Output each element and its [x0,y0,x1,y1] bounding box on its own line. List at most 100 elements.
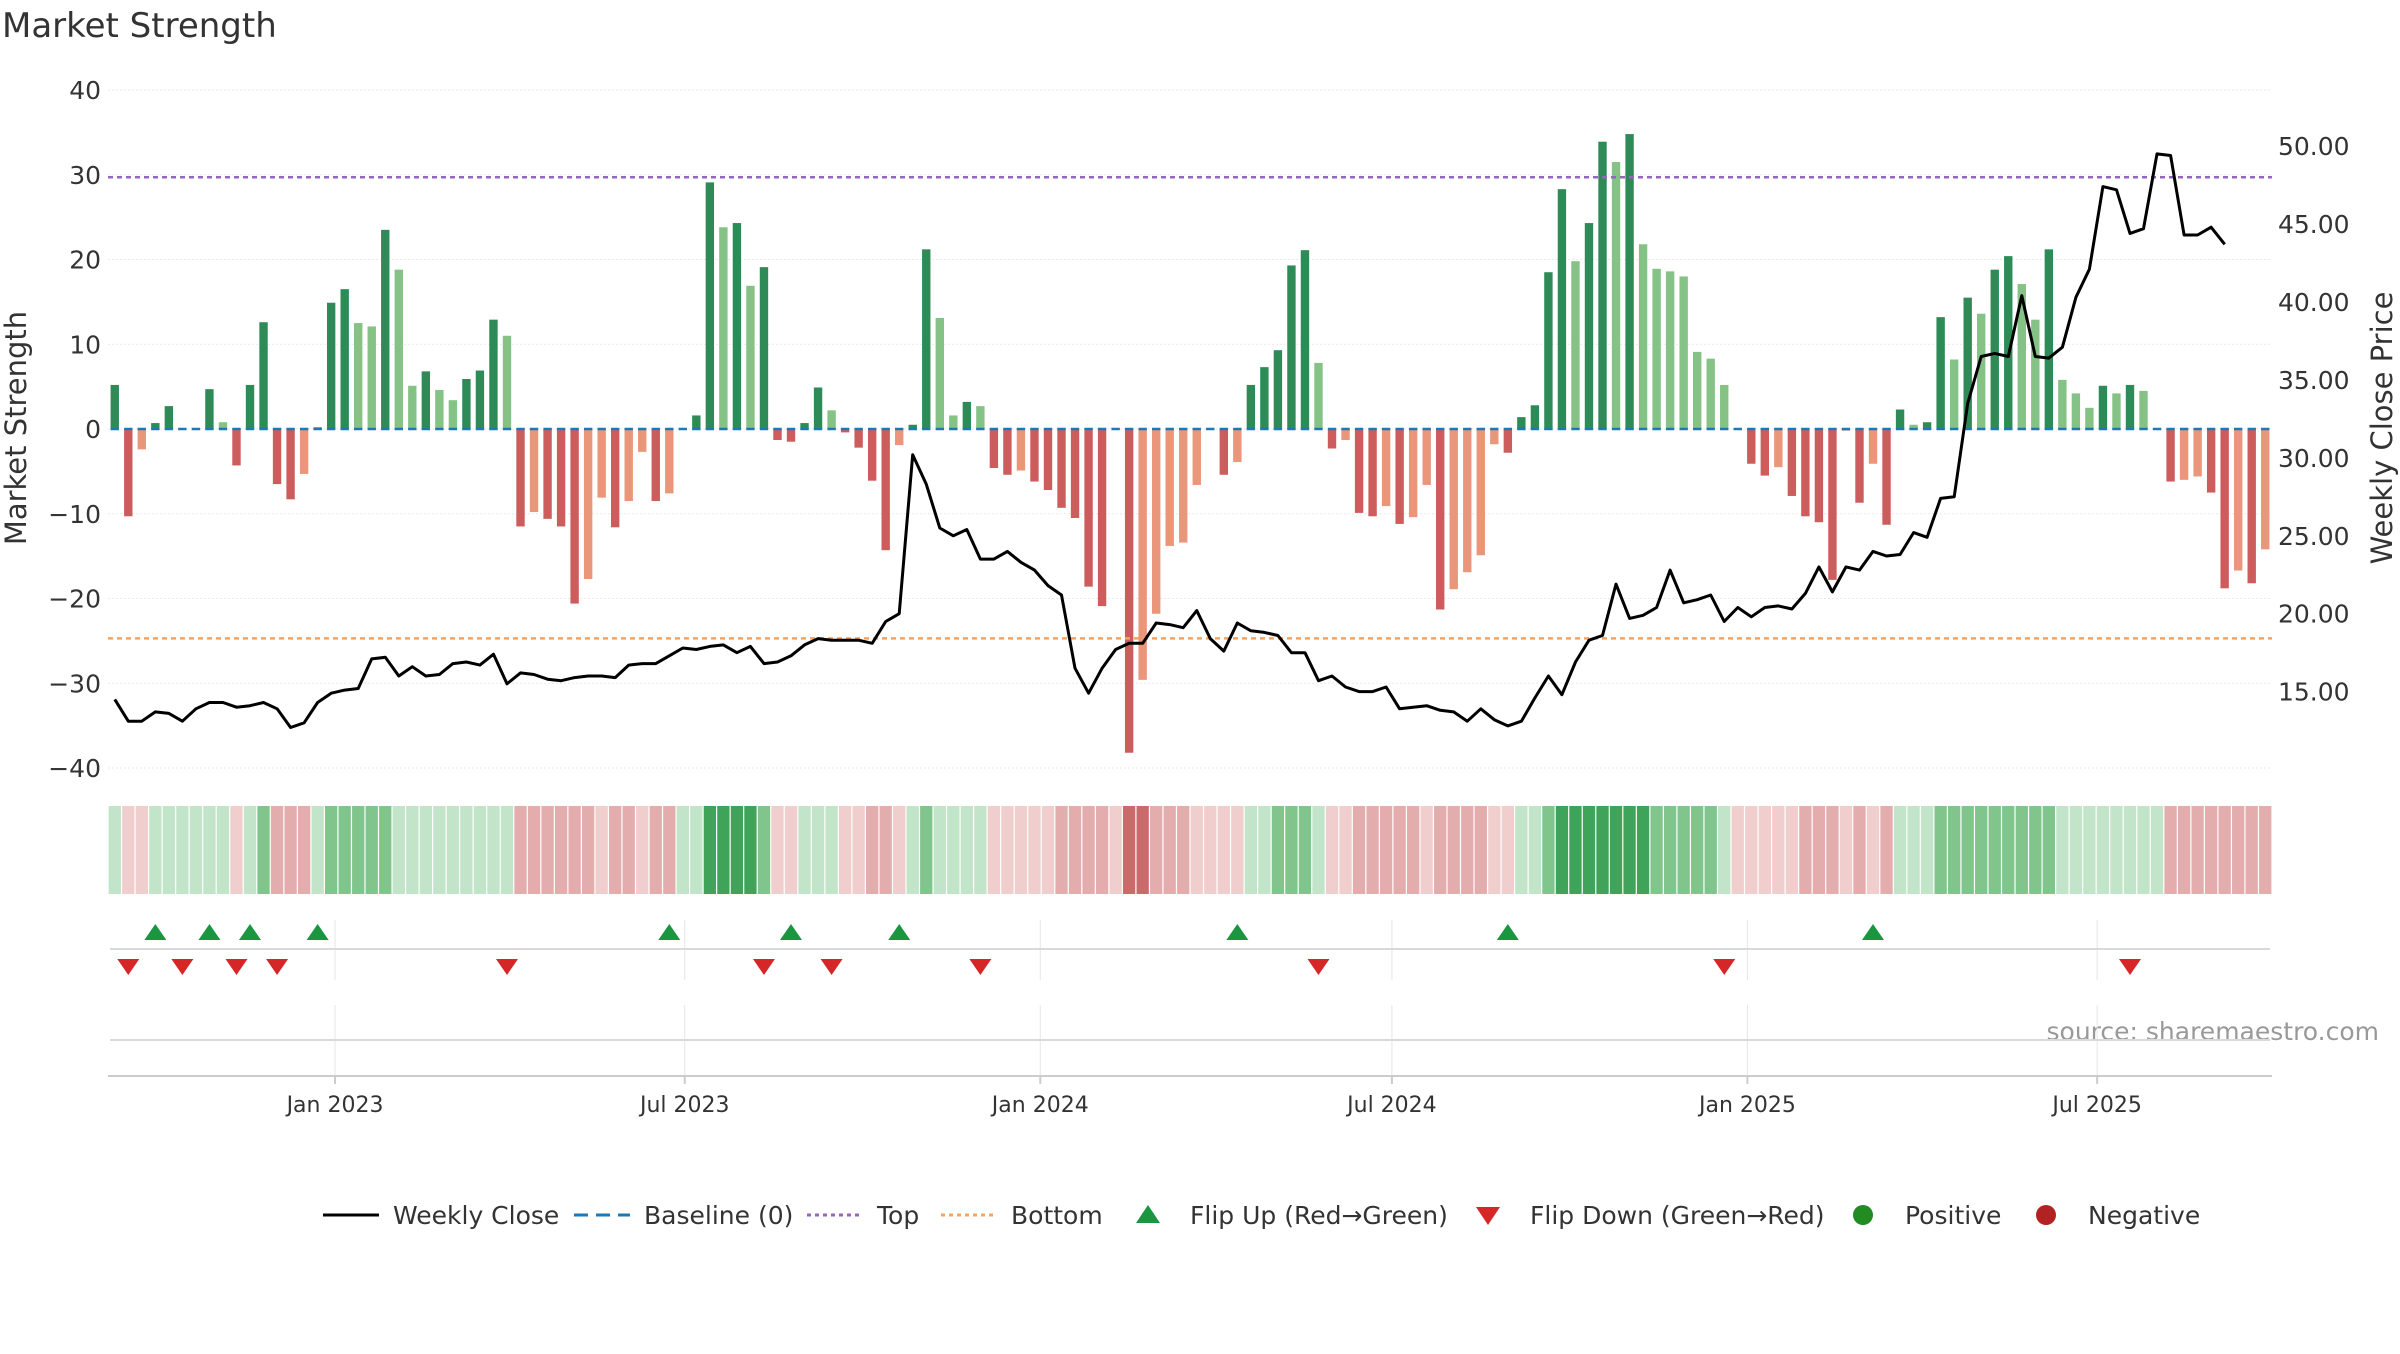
strength-bar [381,229,390,429]
reference-lines-layer [108,176,2272,640]
regime-cell [1217,806,1230,894]
regime-cell [1663,806,1677,894]
regime-cell [122,806,135,894]
legend-label: Weekly Close [393,1201,559,1230]
strength-bar [597,429,606,498]
regime-cell [622,806,635,894]
y-left-tick-label: 20 [69,246,101,275]
strength-bar [1043,429,1053,491]
regime-cell [392,806,405,894]
x-tick-label: Jan 2023 [285,1093,384,1118]
legend-label: Flip Down (Green→Red) [1530,1201,1825,1230]
regime-cell [1934,806,1947,894]
strength-bar [638,429,647,452]
regime-cell [852,806,865,894]
strength-bar [719,227,728,429]
strength-bar [1368,429,1377,517]
regime-cell [1339,806,1352,894]
flip-up-marker [144,924,167,940]
regime-cell [203,806,216,894]
regime-cell [2218,806,2231,894]
strength-bar [1314,362,1323,429]
strength-bar [1192,429,1201,485]
strength-bar [205,389,214,429]
strength-bar [1625,134,1634,429]
y-left-tick-label: −30 [48,669,101,698]
regime-cell [1677,806,1690,894]
regime-cell [1555,806,1569,894]
y-left-tick-label: 30 [69,161,101,190]
strength-bar [2247,429,2256,584]
flip-down-marker [752,959,775,975]
strength-bar [2098,385,2108,429]
regime-cell [987,806,1001,894]
strength-bar [448,400,458,429]
strength-bar [299,429,309,474]
regime-cell [866,806,879,894]
regime-cell [541,806,554,894]
strength-bar [1895,409,1905,429]
strength-bar [2017,284,2026,429]
regime-cell [1542,806,1555,894]
strength-bar [259,322,268,429]
strength-bar [2179,429,2189,480]
legend-label: Bottom [1011,1201,1103,1230]
regime-cell [1731,806,1744,894]
regime-cell [2204,806,2218,894]
strength-bar [1720,384,1729,429]
strength-bar [1706,358,1715,429]
flip-down-marker [2118,959,2141,975]
strength-bar [1070,429,1080,518]
strength-bar [1814,429,1824,523]
regime-cell [554,806,568,894]
strength-bar [1828,429,1837,580]
regime-cell [2042,806,2055,894]
flip-up-marker [1862,924,1885,940]
axes-layer: 40 30 20 10 0 −10 −20 −30 −40 50.00 45.00 40.00 35.0… [48,76,2349,1118]
flip-down-marker [969,959,992,975]
strength-bar [976,406,985,429]
regime-cell [2015,806,2028,894]
regime-cell [365,806,378,894]
x-tick-label: Jul 2025 [2050,1093,2142,1118]
strength-bar [2044,249,2054,429]
regime-cell [1041,806,1055,894]
regime-cell [1501,806,1514,894]
y-right-tick-label: 15.00 [2278,678,2350,707]
strength-bar [110,384,119,429]
regime-cell [1636,806,1650,894]
regime-cell [1515,806,1528,894]
regime-cell [1488,806,1501,894]
regime-cell [325,806,338,894]
regime-cell [1325,806,1339,894]
strength-bar [2193,429,2202,477]
strength-bar [1246,384,1256,429]
strength-bar [949,415,958,429]
strength-bar [462,378,471,429]
strength-bar [1030,429,1039,482]
source-credit: source: sharemaestro.com [2047,1017,2380,1046]
strength-bar [1679,276,1688,429]
strength-bar [1598,141,1607,429]
regime-cell [1393,806,1406,894]
regime-cell [1826,806,1839,894]
strength-bar [2206,429,2216,493]
strength-bar [2125,384,2135,429]
strength-bar [1463,429,1472,573]
regime-cell [1461,806,1474,894]
legend-label: Positive [1905,1201,2001,1230]
flip-up-marker [658,924,681,940]
flip-up-marker [1496,924,1519,940]
strength-bar [1273,350,1283,429]
strength-bar [1665,271,1675,429]
regime-cell [176,806,189,894]
regime-cell [933,806,946,894]
strength-bar [543,429,552,519]
strength-bar [1638,244,1648,429]
flip-down-marker [1713,959,1736,975]
flip-down-marker [117,959,140,975]
strength-bar [272,429,282,485]
strength-bar [1219,429,1229,475]
flip-down-marker [171,959,194,975]
strength-bar [124,429,133,517]
